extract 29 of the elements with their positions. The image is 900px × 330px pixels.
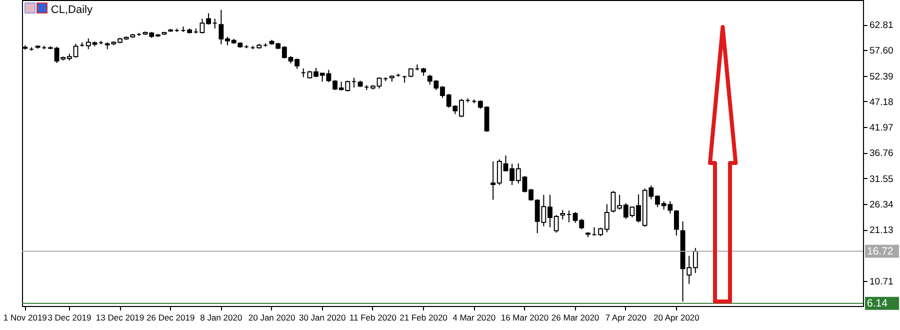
y-tick-label: 10.71 xyxy=(870,276,894,288)
ref-line-label: 16.72 xyxy=(867,245,894,258)
x-tick-label: 20 Apr 2020 xyxy=(654,312,700,322)
x-tick-label: 4 Mar 2020 xyxy=(452,312,496,322)
x-tick-label: 13 Dec 2019 xyxy=(96,312,144,322)
x-tick-label: 7 Apr 2020 xyxy=(605,312,647,322)
x-tick-label: 20 Jan 2020 xyxy=(248,312,296,322)
y-tick-label: 52.39 xyxy=(870,71,894,82)
chart-title: CL,Daily xyxy=(50,4,93,16)
y-tick-label: 57.60 xyxy=(870,46,894,57)
y-tick-label: 36.76 xyxy=(870,148,894,160)
x-tick-label: 11 Feb 2020 xyxy=(349,312,397,322)
y-tick-label: 26.34 xyxy=(870,199,894,210)
ref-line-label: 6.14 xyxy=(867,297,888,310)
candlestick xyxy=(674,210,679,236)
x-tick-label: 8 Jan 2020 xyxy=(200,312,242,322)
x-tick-label: 3 Dec 2019 xyxy=(48,312,92,322)
y-tick-label: 47.18 xyxy=(870,96,894,108)
x-tick-label: 16 Mar 2020 xyxy=(500,312,549,322)
x-tick-label: 21 Feb 2020 xyxy=(400,312,448,322)
x-tick-label: 26 Mar 2020 xyxy=(551,312,600,322)
y-tick-label: 21.13 xyxy=(870,225,894,236)
y-tick-label: 62.81 xyxy=(870,20,894,32)
x-tick-label: 26 Dec 2019 xyxy=(146,312,195,322)
y-tick-label: 31.55 xyxy=(870,174,894,185)
x-tick-label: 30 Jan 2020 xyxy=(298,312,346,322)
x-tick-label: 1 Nov 2019 xyxy=(3,312,48,322)
y-tick-label: 41.97 xyxy=(870,122,894,134)
candlestick xyxy=(560,210,566,220)
